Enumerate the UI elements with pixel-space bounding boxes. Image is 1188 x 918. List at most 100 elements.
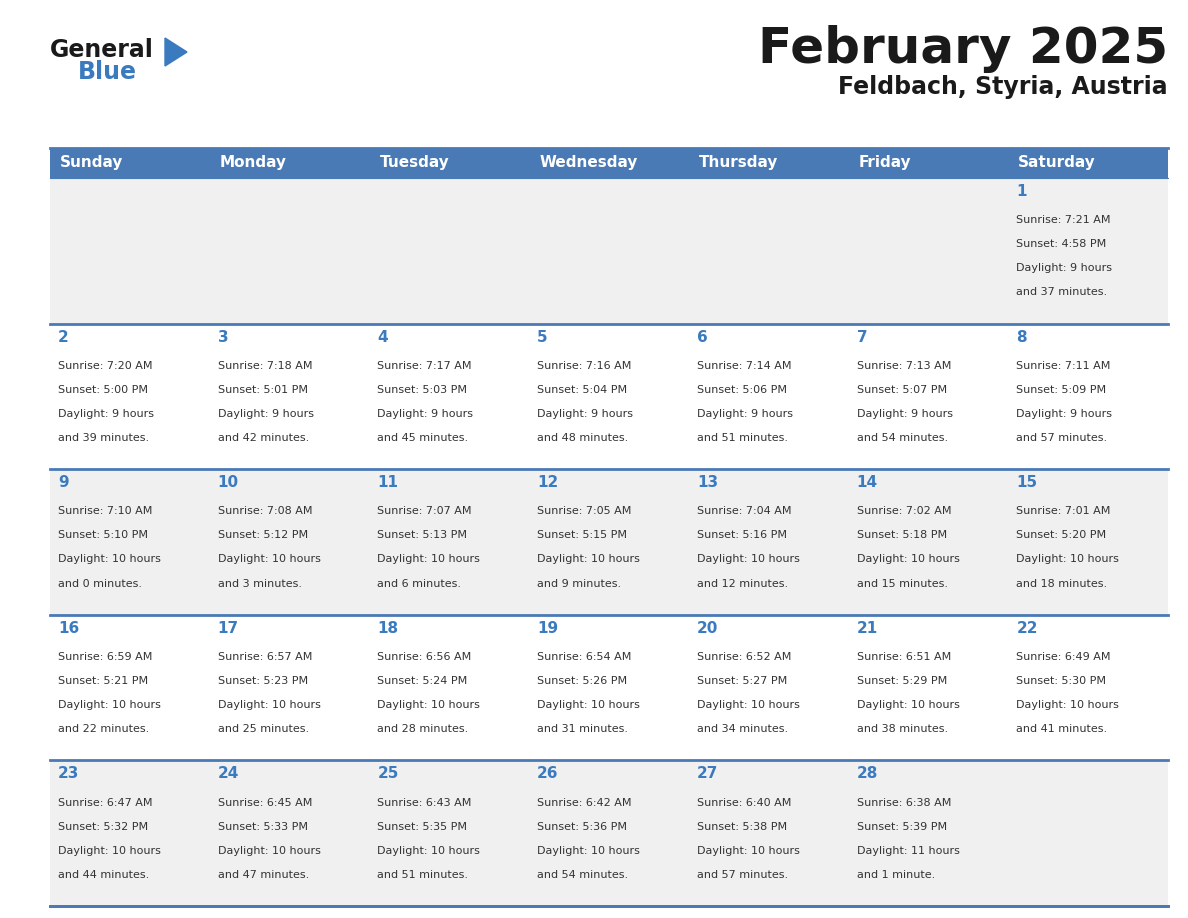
Text: and 15 minutes.: and 15 minutes. (857, 578, 948, 588)
Text: Sunrise: 7:10 AM: Sunrise: 7:10 AM (58, 507, 152, 517)
Text: Sunrise: 7:13 AM: Sunrise: 7:13 AM (857, 361, 950, 371)
Text: Sunday: Sunday (61, 155, 124, 171)
Text: Sunset: 5:01 PM: Sunset: 5:01 PM (217, 385, 308, 395)
Text: 23: 23 (58, 767, 80, 781)
Text: Daylight: 9 hours: Daylight: 9 hours (857, 409, 953, 419)
Text: Sunset: 5:03 PM: Sunset: 5:03 PM (378, 385, 467, 395)
Text: Sunrise: 6:59 AM: Sunrise: 6:59 AM (58, 652, 152, 662)
Text: Sunrise: 7:14 AM: Sunrise: 7:14 AM (697, 361, 791, 371)
Text: and 12 minutes.: and 12 minutes. (697, 578, 788, 588)
Text: 24: 24 (217, 767, 239, 781)
Text: Sunset: 5:27 PM: Sunset: 5:27 PM (697, 676, 788, 686)
Text: Daylight: 10 hours: Daylight: 10 hours (58, 554, 160, 565)
Text: 22: 22 (1016, 621, 1038, 636)
Text: 27: 27 (697, 767, 719, 781)
Text: Daylight: 10 hours: Daylight: 10 hours (378, 845, 480, 856)
Text: Sunrise: 7:01 AM: Sunrise: 7:01 AM (1016, 507, 1111, 517)
Text: Daylight: 10 hours: Daylight: 10 hours (857, 554, 960, 565)
Text: Daylight: 10 hours: Daylight: 10 hours (58, 845, 160, 856)
Text: Daylight: 10 hours: Daylight: 10 hours (857, 700, 960, 711)
Text: and 3 minutes.: and 3 minutes. (217, 578, 302, 588)
Text: Sunrise: 6:47 AM: Sunrise: 6:47 AM (58, 798, 152, 808)
Text: 28: 28 (857, 767, 878, 781)
Text: and 34 minutes.: and 34 minutes. (697, 724, 788, 734)
Text: Sunset: 5:18 PM: Sunset: 5:18 PM (857, 531, 947, 541)
Text: Daylight: 10 hours: Daylight: 10 hours (537, 700, 640, 711)
Text: Sunrise: 6:38 AM: Sunrise: 6:38 AM (857, 798, 950, 808)
Text: and 0 minutes.: and 0 minutes. (58, 578, 143, 588)
Text: and 51 minutes.: and 51 minutes. (378, 869, 468, 879)
Text: and 18 minutes.: and 18 minutes. (1016, 578, 1107, 588)
Text: and 37 minutes.: and 37 minutes. (1016, 287, 1107, 297)
Text: Daylight: 10 hours: Daylight: 10 hours (58, 700, 160, 711)
Text: Daylight: 10 hours: Daylight: 10 hours (217, 554, 321, 565)
Text: Daylight: 9 hours: Daylight: 9 hours (217, 409, 314, 419)
Text: and 31 minutes.: and 31 minutes. (537, 724, 628, 734)
Text: Daylight: 11 hours: Daylight: 11 hours (857, 845, 960, 856)
Text: Daylight: 10 hours: Daylight: 10 hours (697, 554, 800, 565)
Text: Tuesday: Tuesday (379, 155, 449, 171)
Text: Sunset: 5:39 PM: Sunset: 5:39 PM (857, 822, 947, 832)
Text: Daylight: 9 hours: Daylight: 9 hours (58, 409, 154, 419)
Text: Sunset: 5:09 PM: Sunset: 5:09 PM (1016, 385, 1106, 395)
Text: February 2025: February 2025 (758, 25, 1168, 73)
Bar (50, 324, 1168, 469)
Text: 3: 3 (217, 330, 228, 344)
Text: Daylight: 10 hours: Daylight: 10 hours (697, 845, 800, 856)
Text: Sunset: 5:12 PM: Sunset: 5:12 PM (217, 531, 308, 541)
Bar (50, 615, 1168, 760)
Text: Sunset: 5:36 PM: Sunset: 5:36 PM (537, 822, 627, 832)
Text: 9: 9 (58, 476, 69, 490)
Text: Daylight: 10 hours: Daylight: 10 hours (1016, 700, 1119, 711)
Text: Sunset: 5:32 PM: Sunset: 5:32 PM (58, 822, 148, 832)
Text: and 9 minutes.: and 9 minutes. (537, 578, 621, 588)
Text: Feldbach, Styria, Austria: Feldbach, Styria, Austria (839, 75, 1168, 99)
Text: 11: 11 (378, 476, 398, 490)
Text: Sunrise: 7:16 AM: Sunrise: 7:16 AM (537, 361, 632, 371)
Text: Sunset: 4:58 PM: Sunset: 4:58 PM (1016, 240, 1106, 250)
Text: Wednesday: Wednesday (539, 155, 638, 171)
Text: Blue: Blue (78, 60, 137, 84)
Text: Sunset: 5:13 PM: Sunset: 5:13 PM (378, 531, 467, 541)
Text: and 54 minutes.: and 54 minutes. (857, 433, 948, 442)
Text: Sunset: 5:00 PM: Sunset: 5:00 PM (58, 385, 148, 395)
Text: 18: 18 (378, 621, 398, 636)
Text: and 51 minutes.: and 51 minutes. (697, 433, 788, 442)
Bar (50, 469, 1168, 615)
Text: Sunrise: 6:52 AM: Sunrise: 6:52 AM (697, 652, 791, 662)
Text: Sunset: 5:10 PM: Sunset: 5:10 PM (58, 531, 148, 541)
Text: Sunset: 5:15 PM: Sunset: 5:15 PM (537, 531, 627, 541)
Text: Sunrise: 7:02 AM: Sunrise: 7:02 AM (857, 507, 952, 517)
Text: Saturday: Saturday (1018, 155, 1097, 171)
Text: Sunrise: 7:17 AM: Sunrise: 7:17 AM (378, 361, 472, 371)
Text: Daylight: 10 hours: Daylight: 10 hours (537, 845, 640, 856)
Text: 7: 7 (857, 330, 867, 344)
Text: Sunrise: 7:08 AM: Sunrise: 7:08 AM (217, 507, 312, 517)
Text: Sunrise: 6:42 AM: Sunrise: 6:42 AM (537, 798, 632, 808)
Text: Daylight: 10 hours: Daylight: 10 hours (217, 845, 321, 856)
Text: Sunset: 5:30 PM: Sunset: 5:30 PM (1016, 676, 1106, 686)
Text: 6: 6 (697, 330, 708, 344)
Text: 8: 8 (1016, 330, 1026, 344)
Text: and 28 minutes.: and 28 minutes. (378, 724, 469, 734)
Text: Sunrise: 7:05 AM: Sunrise: 7:05 AM (537, 507, 632, 517)
Text: 10: 10 (217, 476, 239, 490)
Text: Daylight: 10 hours: Daylight: 10 hours (697, 700, 800, 711)
Text: 12: 12 (537, 476, 558, 490)
Text: Sunrise: 6:49 AM: Sunrise: 6:49 AM (1016, 652, 1111, 662)
Text: 25: 25 (378, 767, 399, 781)
Text: Sunrise: 7:18 AM: Sunrise: 7:18 AM (217, 361, 312, 371)
Text: Sunrise: 7:21 AM: Sunrise: 7:21 AM (1016, 215, 1111, 225)
Text: and 48 minutes.: and 48 minutes. (537, 433, 628, 442)
Text: Daylight: 9 hours: Daylight: 9 hours (1016, 263, 1112, 274)
Text: and 6 minutes.: and 6 minutes. (378, 578, 461, 588)
Text: Sunset: 5:21 PM: Sunset: 5:21 PM (58, 676, 148, 686)
Text: Sunrise: 6:43 AM: Sunrise: 6:43 AM (378, 798, 472, 808)
Text: Sunrise: 6:40 AM: Sunrise: 6:40 AM (697, 798, 791, 808)
Text: Sunset: 5:04 PM: Sunset: 5:04 PM (537, 385, 627, 395)
Text: Daylight: 10 hours: Daylight: 10 hours (378, 700, 480, 711)
Bar (50, 178, 1168, 324)
Text: and 1 minute.: and 1 minute. (857, 869, 935, 879)
Text: 26: 26 (537, 767, 558, 781)
Text: 21: 21 (857, 621, 878, 636)
